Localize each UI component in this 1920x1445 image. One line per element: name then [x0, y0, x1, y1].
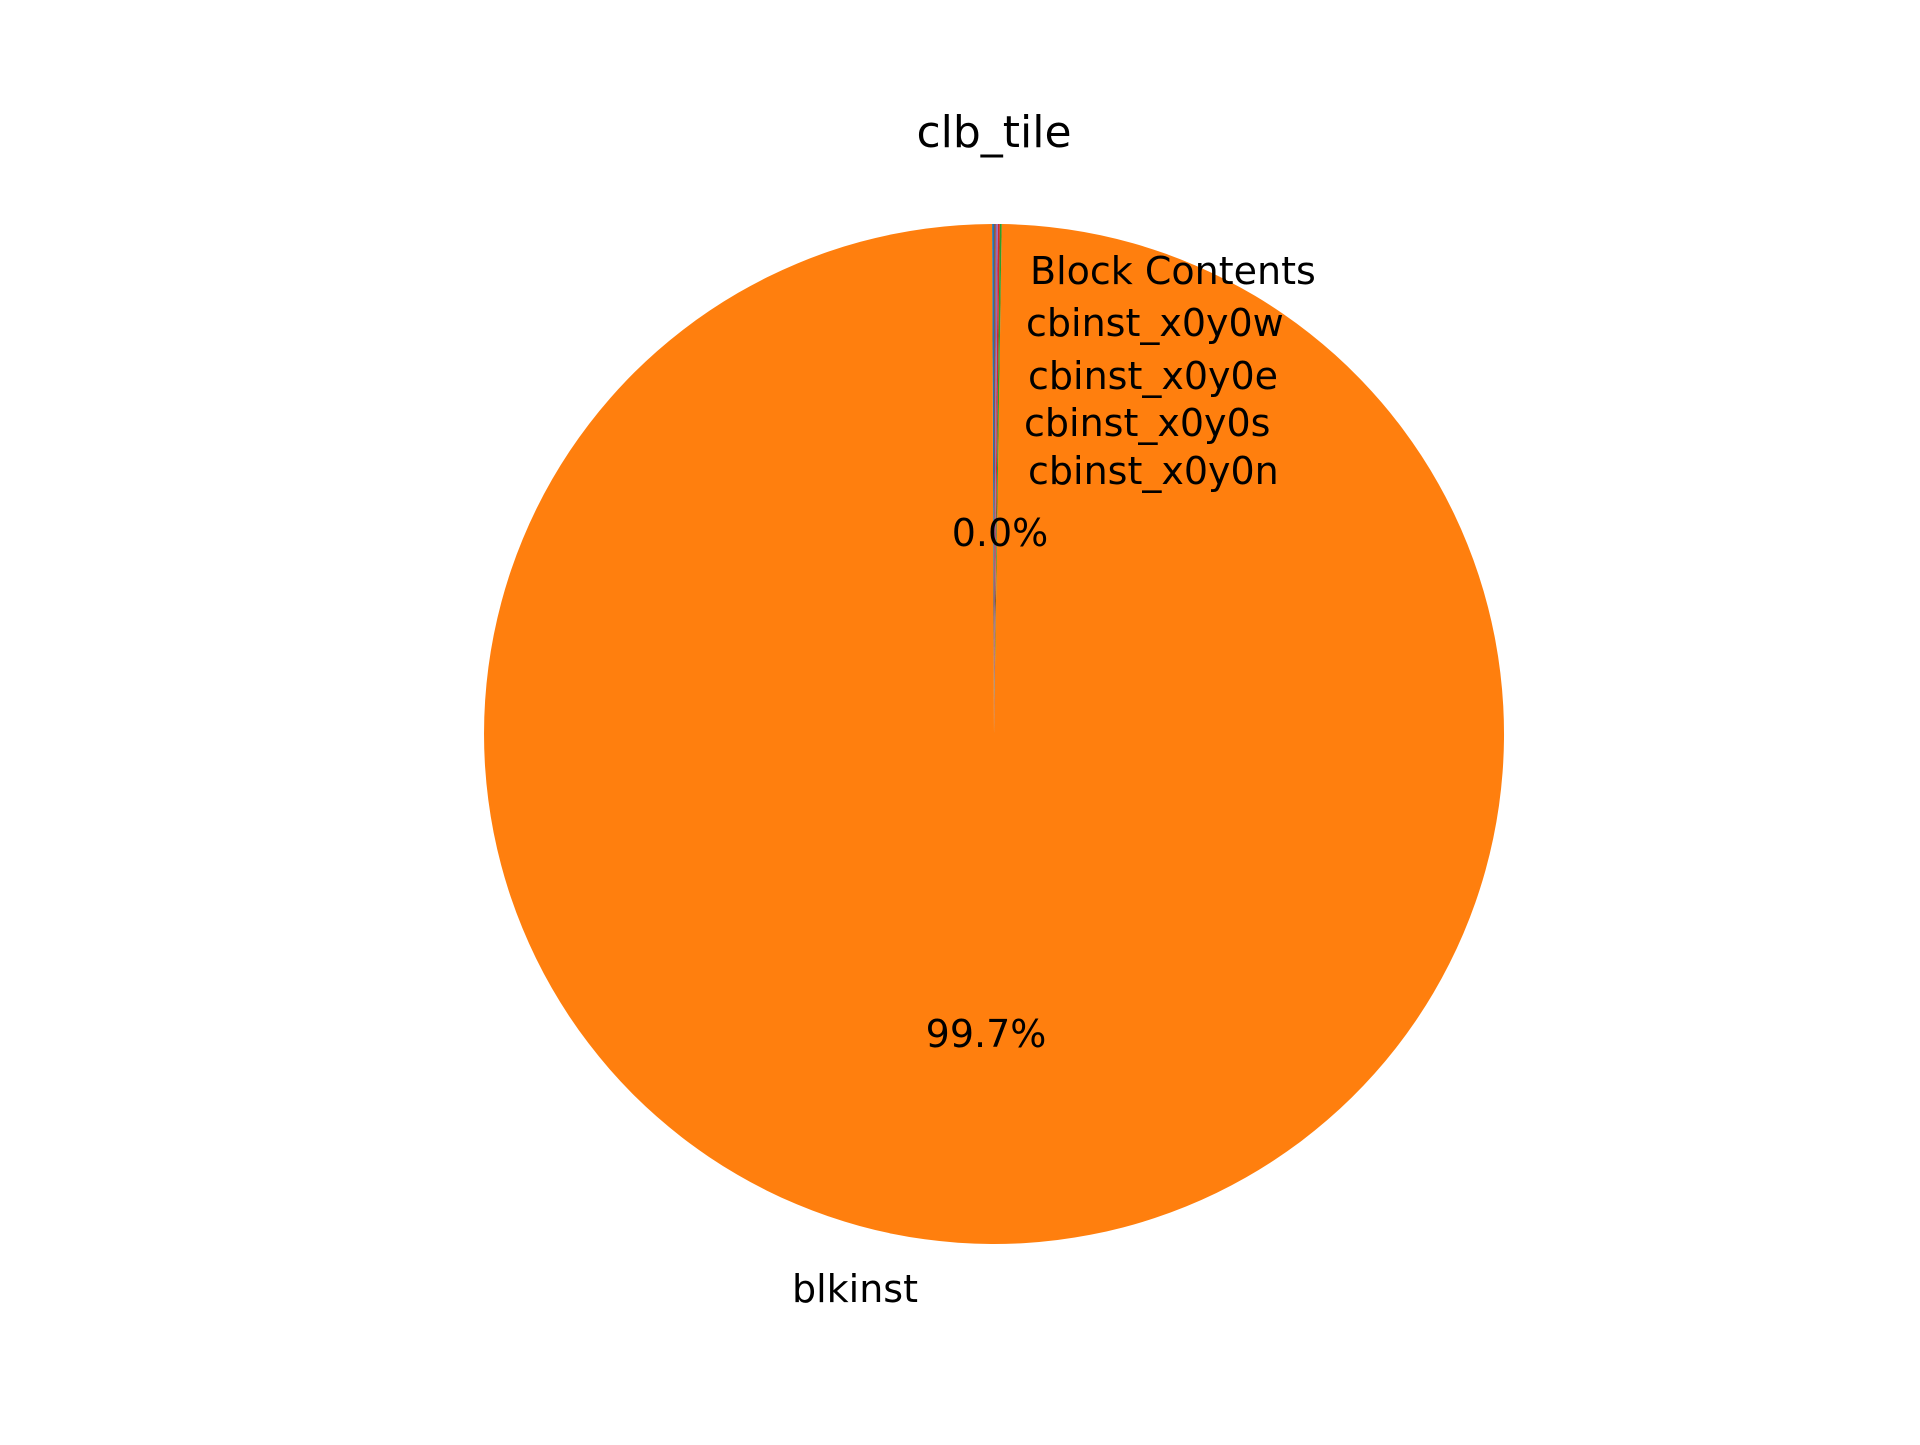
slice-label-cbinst-x0y0n: cbinst_x0y0n — [1028, 449, 1279, 493]
slice-labels: Block Contents cbinst_x0y0w cbinst_x0y0e… — [792, 249, 1316, 1311]
pie-slice-block-contents — [992, 224, 994, 734]
slice-percent-blkinst: 99.7% — [926, 1012, 1047, 1056]
slice-label-cbinst-x0y0w: cbinst_x0y0w — [1026, 301, 1284, 345]
slice-label-cbinst-x0y0s: cbinst_x0y0s — [1024, 401, 1270, 445]
slice-percent-cbinst-x0y0n: 0.0% — [952, 511, 1049, 555]
slice-label-cbinst-x0y0e: cbinst_x0y0e — [1028, 354, 1278, 398]
percent-labels: 0.0% 99.7% — [926, 511, 1049, 1056]
pie-slice-blkinst — [484, 224, 1505, 1245]
chart-title: clb_tile — [916, 107, 1071, 158]
pie-slice-cbinst-x0y0w — [994, 224, 996, 734]
pie-slices — [484, 224, 1505, 1245]
slice-label-blkinst: blkinst — [792, 1267, 918, 1311]
pie-slice-cbinst-x0y0s — [994, 224, 1000, 734]
slice-label-block-contents: Block Contents — [1030, 249, 1316, 293]
pie-slice-cbinst-x0y0n — [994, 224, 1002, 734]
pie-slice-cbinst-x0y0e — [994, 224, 998, 734]
